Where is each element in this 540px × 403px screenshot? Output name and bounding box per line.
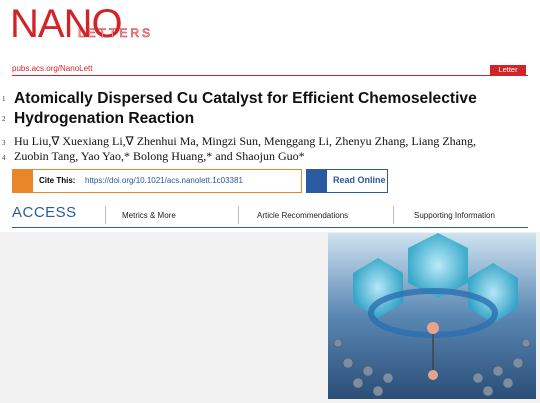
line-number: 3 xyxy=(2,139,6,147)
access-rule xyxy=(12,227,528,228)
access-label: ACCESS xyxy=(12,204,77,221)
doi-link[interactable]: https://doi.org/10.1021/acs.nanolett.1c0… xyxy=(85,176,243,185)
atom-lattice xyxy=(333,338,531,397)
line-number: 2 xyxy=(2,115,6,123)
cite-icon xyxy=(13,170,33,192)
toc-graphic xyxy=(328,233,536,399)
journal-url[interactable]: pubs.acs.org/NanoLett xyxy=(12,64,93,73)
read-online-icon xyxy=(307,170,327,192)
article-type: Letter xyxy=(490,65,526,75)
cite-box: Cite This: https://doi.org/10.1021/acs.n… xyxy=(12,169,302,193)
read-online-label[interactable]: Read Online xyxy=(333,175,386,185)
cu-atom xyxy=(428,370,438,380)
recommendations-link[interactable]: Article Recommendations xyxy=(257,211,349,220)
journal-logo-sub: LETTERS xyxy=(78,26,154,41)
cu-atom xyxy=(427,322,439,334)
read-online-button[interactable]: Read Online xyxy=(306,169,388,193)
separator xyxy=(238,206,239,224)
author-line: Hu Liu,∇ Xuexiang Li,∇ Zhenhui Ma, Mingz… xyxy=(14,134,476,148)
header-rule xyxy=(12,75,528,76)
hexagon xyxy=(408,233,468,298)
journal-logo: NANO xyxy=(10,2,123,46)
author-line: Zuobin Tang, Yao Yao,* Bolong Huang,* an… xyxy=(14,149,305,163)
separator xyxy=(393,206,394,224)
line-number: 1 xyxy=(2,95,6,103)
hexagon xyxy=(353,258,403,318)
metrics-link[interactable]: Metrics & More xyxy=(122,211,176,220)
supporting-link[interactable]: Supporting Information xyxy=(414,211,495,220)
title-line: Hydrogenation Reaction xyxy=(14,110,195,127)
cite-label: Cite This: xyxy=(39,176,76,185)
hexagon xyxy=(468,263,518,323)
separator xyxy=(105,206,106,224)
line-number: 4 xyxy=(2,154,6,162)
title-line: Atomically Dispersed Cu Catalyst for Eff… xyxy=(14,90,477,107)
